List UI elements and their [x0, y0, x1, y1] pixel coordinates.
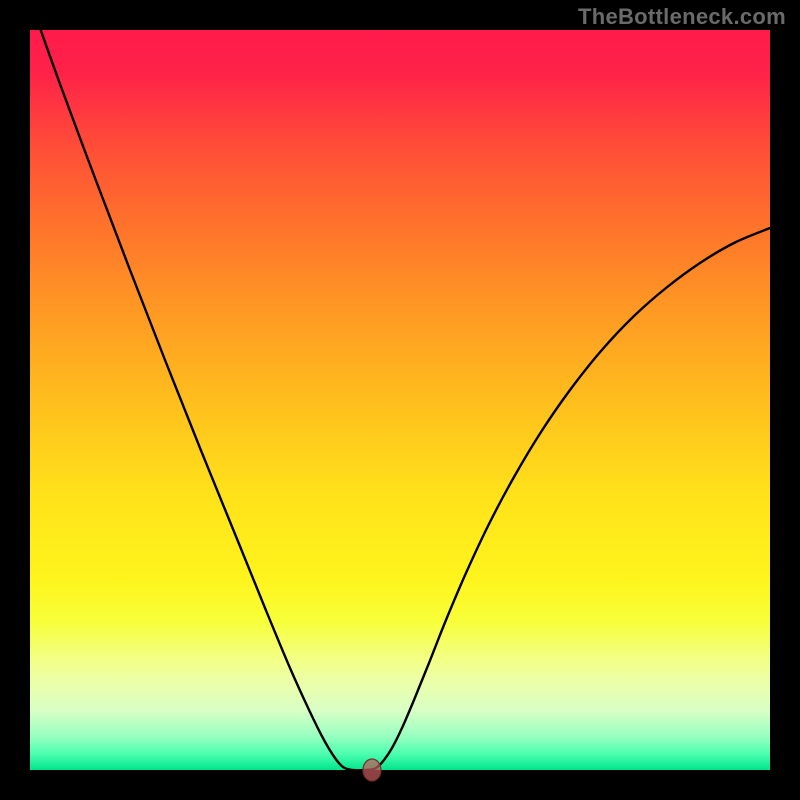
chart-container: TheBottleneck.com [0, 0, 800, 800]
optimal-point-marker [363, 759, 381, 781]
chart-background [30, 30, 770, 770]
watermark-label: TheBottleneck.com [578, 4, 786, 30]
bottleneck-curve-chart [0, 0, 800, 800]
